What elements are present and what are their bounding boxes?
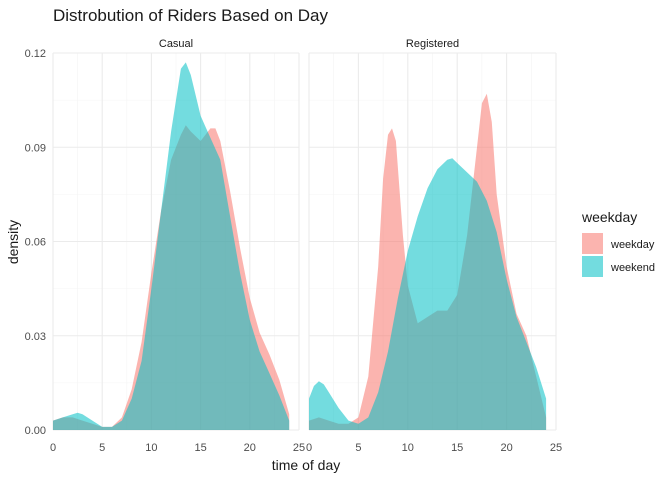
x-tick-label: 15 [194, 442, 206, 454]
x-tick-label: 5 [99, 442, 105, 454]
legend-title: weekday [581, 209, 637, 225]
x-tick-label: 5 [355, 442, 361, 454]
y-tick-label: 0.00 [25, 425, 46, 437]
facet-strip-label: Casual [159, 38, 193, 50]
legend-key-weekend [582, 256, 603, 277]
legend-label-weekend: weekend [610, 262, 655, 274]
y-tick-label: 0.03 [25, 331, 46, 343]
y-tick-label: 0.06 [25, 237, 46, 249]
x-tick-label: 10 [145, 442, 157, 454]
x-tick-label: 10 [402, 442, 414, 454]
density-area-weekend [309, 158, 547, 430]
x-tick-label: 0 [50, 442, 56, 454]
y-tick-label: 0.12 [25, 48, 46, 60]
x-tick-label: 15 [451, 442, 463, 454]
y-tick-label: 0.09 [25, 142, 46, 154]
x-tick-label: 20 [244, 442, 256, 454]
x-tick-label: 25 [550, 442, 562, 454]
chart-title: Distrobution of Riders Based on Day [53, 6, 328, 25]
facet-panel-casual: Casual 0 5 10 15 20 25 [50, 38, 305, 454]
x-tick-label: 0 [306, 442, 312, 454]
y-axis-title: density [5, 220, 21, 264]
x-tick-label: 20 [500, 442, 512, 454]
facet-panels: Casual 0 5 10 15 20 25 Registered 0 5 10 15 20 25 0.00… [25, 38, 563, 454]
legend-key-weekday [582, 233, 603, 254]
facet-panel-registered: Registered 0 5 10 15 20 25 [306, 38, 562, 454]
legend: weekday weekday weekend [581, 209, 655, 277]
legend-label-weekday: weekday [610, 239, 655, 251]
facet-strip-label: Registered [406, 38, 459, 50]
density-area-weekend [53, 62, 290, 431]
x-axis-title: time of day [272, 457, 340, 473]
x-tick-label: 25 [293, 442, 305, 454]
